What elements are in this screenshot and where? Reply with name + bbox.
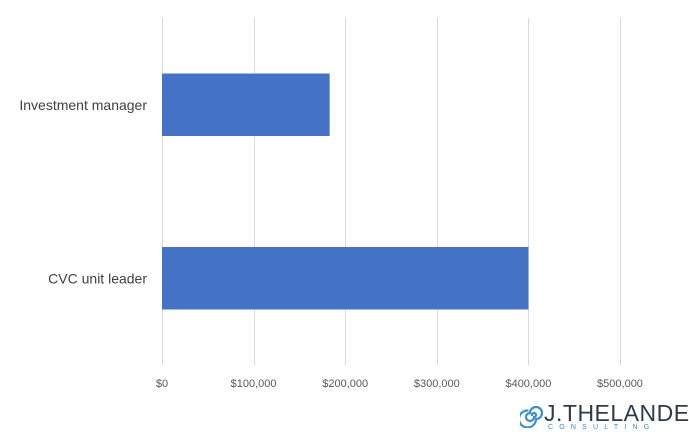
spiral-logo-icon	[520, 405, 544, 428]
company-logo: J.THELANDER CONSULTING	[520, 398, 689, 436]
x-tick-label: $200,000	[322, 378, 368, 390]
bar	[162, 247, 529, 310]
gridlines	[162, 18, 621, 365]
bar	[162, 73, 330, 136]
bars	[162, 73, 529, 310]
x-tick-label: $300,000	[414, 378, 460, 390]
x-tick-label: $400,000	[505, 378, 551, 390]
x-tick-label: $100,000	[231, 378, 277, 390]
category-labels: Investment manager CVC unit leader	[19, 97, 147, 287]
logo-name: J.THELANDER	[544, 400, 689, 426]
logo-tagline: CONSULTING	[548, 424, 656, 431]
x-axis-tick-labels: $0 $100,000 $200,000 $300,000 $400,000 $500,0…	[156, 378, 643, 390]
x-tick-label: $500,000	[597, 378, 643, 390]
x-tick-label: $0	[156, 378, 168, 390]
category-label: CVC unit leader	[48, 270, 147, 286]
category-label: Investment manager	[19, 97, 147, 113]
